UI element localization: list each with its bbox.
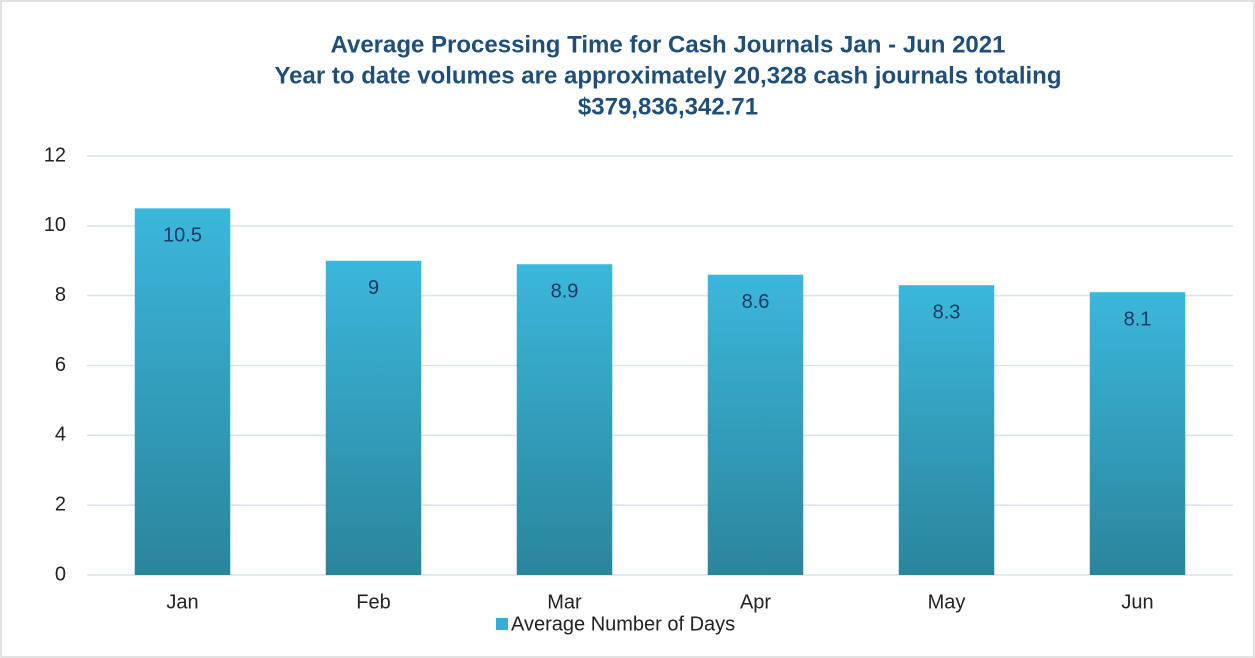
y-tick-label: 8	[55, 284, 66, 306]
legend-swatch	[496, 618, 508, 630]
data-label: 8.9	[551, 281, 579, 303]
x-tick-label: Jun	[1121, 591, 1153, 613]
y-tick-label: 12	[44, 144, 66, 166]
y-tick-label: 10	[44, 214, 66, 236]
bar	[325, 260, 422, 575]
x-tick-label: Apr	[740, 591, 771, 613]
chart-subtitle: Year to date volumes are approximately 2…	[275, 62, 1062, 89]
y-tick-label: 2	[55, 493, 66, 515]
x-tick-label: Feb	[356, 591, 390, 613]
y-tick-label: 0	[55, 563, 66, 585]
y-tick-label: 6	[55, 354, 66, 376]
data-label: 8.1	[1124, 308, 1152, 330]
data-label: 9	[368, 277, 379, 299]
data-label: 10.5	[163, 225, 202, 247]
x-tick-label: May	[928, 591, 966, 613]
chart-subtitle: $379,836,342.71	[578, 93, 758, 120]
y-tick-label: 4	[55, 424, 66, 446]
bar	[1089, 292, 1186, 575]
bar	[134, 208, 231, 575]
chart-title: Average Processing Time for Cash Journal…	[331, 31, 1006, 58]
bar	[707, 274, 804, 575]
x-tick-label: Mar	[547, 591, 582, 613]
x-tick-label: Jan	[166, 591, 198, 613]
data-label: 8.6	[742, 291, 770, 313]
bar	[898, 285, 995, 575]
legend-label: Average Number of Days	[511, 613, 735, 635]
data-label: 8.3	[933, 301, 961, 323]
bar	[516, 264, 613, 575]
